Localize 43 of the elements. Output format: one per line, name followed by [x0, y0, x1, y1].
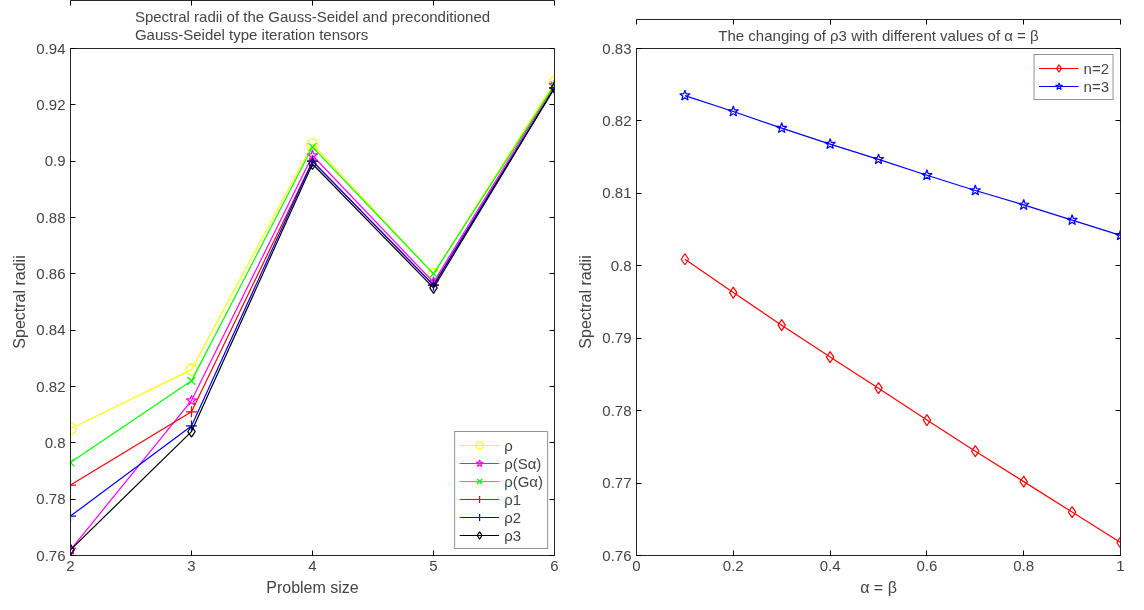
- x-tick-label: 0.4: [819, 556, 841, 574]
- y-tick-label: 0.82: [602, 111, 632, 129]
- y-axis-title: Spectral radii: [577, 255, 595, 349]
- y-tick-label: 0.77: [602, 474, 632, 492]
- y-tick-label: 0.76: [602, 546, 632, 564]
- legend-label: ρ: [504, 436, 514, 454]
- y-tick-label: 0.82: [36, 377, 66, 395]
- y-tick-label: 0.8: [44, 433, 66, 451]
- legend-label: ρ1: [504, 490, 522, 508]
- y-tick-label: 0.79: [602, 329, 632, 347]
- y-tick-label: 0.88: [36, 208, 66, 226]
- legend-label: ρ3: [504, 526, 522, 544]
- y-tick-label: 0.9: [44, 152, 66, 170]
- x-axis-title: α = β: [860, 578, 897, 596]
- y-tick-label: 0.78: [602, 401, 632, 419]
- x-tick-label: 5: [429, 556, 438, 574]
- legend-label: ρ(Gα): [504, 472, 543, 490]
- y-tick-label: 0.92: [36, 95, 66, 113]
- y-tick-label: 0.78: [36, 490, 66, 508]
- chart-title: Spectral radii of the Gauss-Seidel and preconditioned Gauss-Seidel type iteration tensors: [134, 7, 491, 44]
- x-tick-label: 0.6: [916, 556, 938, 574]
- legend-label: n=2: [1083, 59, 1109, 77]
- x-tick-label: 3: [187, 556, 196, 574]
- legend-label: ρ(Sα): [504, 454, 542, 472]
- y-tick-label: 0.83: [602, 39, 632, 57]
- y-tick-label: 0.8: [610, 256, 632, 274]
- x-tick-label: 6: [550, 556, 559, 574]
- x-tick-label: 2: [66, 556, 75, 574]
- y-tick-label: 0.84: [36, 321, 66, 339]
- chart-title: The changing of ρ3 with different values of α = β: [718, 26, 1040, 44]
- x-axis-title: Problem size: [266, 578, 359, 596]
- y-tick-label: 0.81: [602, 184, 632, 202]
- y-tick-label: 0.76: [36, 546, 66, 564]
- y-tick-label: 0.94: [36, 39, 66, 57]
- y-axis-title: Spectral radii: [11, 255, 29, 349]
- y-tick-label: 0.86: [36, 264, 66, 282]
- x-tick-label: 0.2: [722, 556, 744, 574]
- legend-label: n=3: [1083, 77, 1109, 95]
- x-tick-label: 0: [632, 556, 641, 574]
- legend-label: ρ2: [504, 508, 522, 526]
- x-tick-label: 4: [308, 556, 317, 574]
- x-tick-label: 0.8: [1013, 556, 1035, 574]
- x-tick-label: 1: [1116, 556, 1125, 574]
